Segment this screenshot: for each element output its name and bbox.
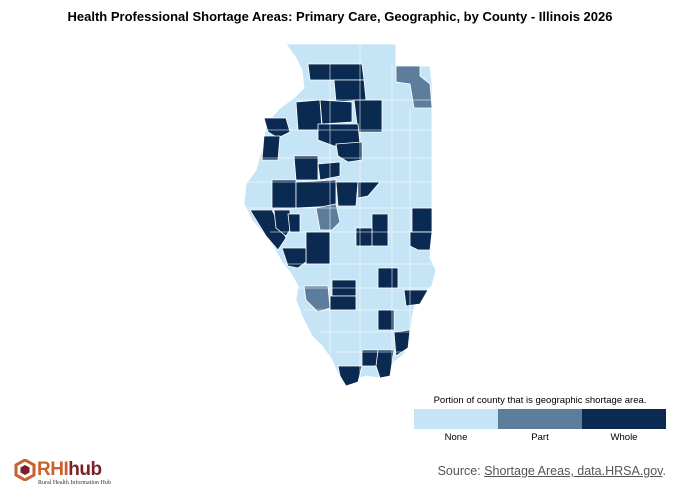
hexagon-logo-icon [14, 459, 36, 481]
county [329, 295, 357, 311]
logo-word-rhi: RHI [37, 459, 69, 480]
county [409, 231, 433, 251]
legend-swatch-whole [582, 409, 666, 429]
county [307, 63, 365, 81]
county [403, 289, 429, 307]
county [395, 65, 433, 109]
legend-swatch-none [414, 409, 498, 429]
county [335, 141, 363, 163]
county [315, 203, 341, 231]
county [355, 227, 373, 247]
legend-labels: None Part Whole [414, 432, 666, 443]
legend-label-part: Part [531, 432, 549, 443]
county [411, 207, 433, 233]
legend-swatch-part [498, 409, 582, 429]
county [377, 267, 399, 289]
county [281, 247, 307, 269]
legend-label-none: None [444, 432, 468, 443]
whole-shortage-counties [249, 63, 433, 387]
map-title: Health Professional Shortage Areas: Prim… [67, 9, 613, 24]
county [319, 99, 353, 125]
county [369, 213, 389, 247]
logo-subtitle: Rural Health Information Hub [38, 480, 111, 486]
county [305, 231, 331, 265]
county [375, 349, 395, 379]
legend-label-whole: Whole [610, 432, 638, 443]
county [333, 79, 367, 103]
logo-word-hub: hub [68, 459, 102, 480]
county [293, 155, 319, 181]
county [335, 181, 359, 207]
county [271, 179, 297, 209]
legend-title: Portion of county that is geographic sho… [433, 395, 647, 406]
county [337, 365, 363, 387]
county-borders [246, 44, 436, 382]
county [261, 135, 281, 161]
county [317, 161, 341, 181]
legend-color-bar [414, 409, 666, 429]
source-note: Source: Shortage Areas, data.HRSA.gov. [438, 464, 666, 478]
source-prefix: Source: [437, 464, 481, 478]
map-legend: Portion of county that is geographic sho… [414, 395, 666, 443]
logo-wordmark: RHIhub [37, 459, 102, 481]
source-suffix: . [662, 464, 666, 478]
county [273, 209, 291, 237]
source-link[interactable]: Shortage Areas, data.HRSA.gov [484, 464, 663, 478]
rhihub-logo[interactable]: RHIhub Rural Health Information Hub [14, 459, 144, 489]
county [393, 329, 411, 357]
part-shortage-counties [303, 65, 433, 313]
county [287, 213, 301, 233]
